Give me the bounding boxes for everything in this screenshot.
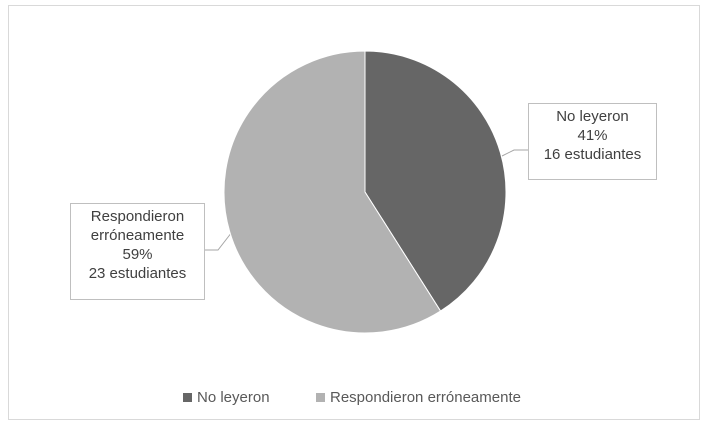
legend-label: Respondieron erróneamente (330, 389, 521, 406)
label-value: 59% (122, 246, 153, 263)
legend-label: No leyeron (197, 389, 270, 406)
legend-swatch (183, 393, 192, 402)
data-label: No leyeron 41% 16 estudiantes (528, 103, 657, 180)
leader-line (501, 149, 528, 157)
leader-line (205, 231, 233, 251)
pie-slice (223, 50, 442, 334)
pie-slice (364, 50, 507, 312)
label-value: 41% (577, 127, 608, 144)
label-name: No leyeron (556, 108, 629, 125)
legend-swatch (316, 393, 325, 402)
data-label: Respondieron erróneamente 59% 23 estudia… (70, 203, 205, 300)
label-count: 23 estudiantes (88, 265, 187, 282)
label-name: Respondieron erróneamente (90, 208, 185, 244)
label-count: 16 estudiantes (543, 146, 642, 163)
